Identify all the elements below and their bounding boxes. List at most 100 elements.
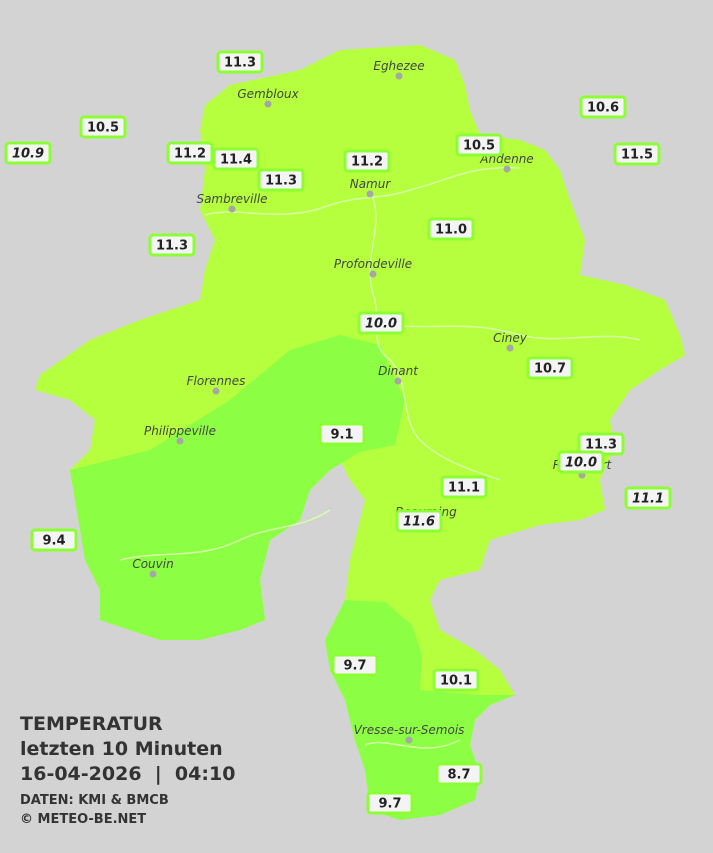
station-value: 11.5 [621, 148, 653, 163]
station: 9.7 [366, 791, 414, 815]
subtitle: letzten 10 Minuten [20, 738, 223, 760]
city-name: Namur [350, 177, 392, 191]
city-name: Couvin [132, 557, 173, 571]
city-name: Dinant [378, 364, 419, 378]
station-box [148, 233, 196, 257]
station-value: 10.7 [534, 362, 566, 377]
station-box [613, 142, 661, 166]
station-value: 10.1 [440, 674, 472, 689]
datetime: 16-04-2026 | 04:10 [20, 763, 235, 785]
stations: 11.3 10.5 10.9 11.2 11.4 11.3 11.2 10.5 10.6 11.5… [4, 50, 672, 815]
copyright: © METEO-BE.NET [20, 812, 146, 827]
station-box [79, 115, 127, 139]
station-box [440, 475, 488, 499]
station: 10.5 [79, 115, 127, 139]
city-dot [176, 437, 184, 445]
station: 11.3 [216, 50, 264, 74]
station: 11.1 [440, 475, 488, 499]
station-value: 11.4 [220, 153, 252, 168]
station: 10.6 [579, 95, 627, 119]
river [369, 194, 501, 481]
station: 11.3 [148, 233, 196, 257]
station-value: 9.4 [42, 534, 65, 549]
city-dot [503, 165, 511, 173]
city-name: Eghezee [373, 59, 424, 73]
station: 11.0 [427, 217, 475, 241]
river [389, 324, 641, 341]
city-dot [369, 270, 377, 278]
city-dot [394, 377, 402, 385]
station: 10.1 [432, 668, 480, 692]
station-value: 10.0 [565, 456, 597, 471]
station-box [366, 791, 414, 815]
station-value: 11.3 [156, 239, 188, 254]
station-value: 9.7 [378, 797, 401, 812]
city-dot [366, 190, 374, 198]
station-box [4, 141, 52, 165]
station-box [357, 311, 405, 335]
river [204, 166, 521, 216]
city-dot [228, 205, 236, 213]
city-dot [405, 736, 413, 744]
station: 10.0 [557, 450, 605, 474]
station-value: 11.6 [403, 515, 435, 530]
station-box [30, 528, 78, 552]
station-box [579, 95, 627, 119]
river [364, 739, 461, 749]
station-box [427, 217, 475, 241]
station: 10.9 [4, 141, 52, 165]
city-name: Vresse-sur-Semois [354, 723, 465, 737]
legend-text: TEMPERATUR letzten 10 Minuten 16-04-2026… [20, 713, 235, 827]
station-value: 9.1 [330, 428, 353, 443]
station: 11.3 [257, 168, 305, 192]
station: 11.3 [577, 432, 625, 456]
station-value: 10.5 [87, 121, 119, 136]
station: 10.7 [526, 356, 574, 380]
station: 11.4 [212, 147, 260, 171]
station-value: 11.2 [174, 147, 206, 162]
city-dot [395, 72, 403, 80]
station-box [526, 356, 574, 380]
station-value: 11.2 [351, 155, 383, 170]
station: 11.2 [166, 141, 214, 165]
station: 11.2 [343, 149, 391, 173]
station: 11.6 [395, 509, 443, 533]
station: 10.0 [357, 311, 405, 335]
station-box [331, 653, 379, 677]
station-box [166, 141, 214, 165]
station-value: 11.3 [265, 174, 297, 189]
city-name: Gembloux [237, 87, 299, 101]
station-box [343, 149, 391, 173]
station-value: 11.3 [585, 438, 617, 453]
station-box [212, 147, 260, 171]
station-value: 11.1 [632, 492, 664, 507]
city-dot [506, 344, 514, 352]
station-box [395, 509, 443, 533]
city-dot [264, 100, 272, 108]
station-value: 10.0 [365, 317, 397, 332]
station-box [257, 168, 305, 192]
station-value: 11.0 [435, 223, 467, 238]
station-box [557, 450, 605, 474]
station: 9.1 [318, 422, 366, 446]
station-value: 8.7 [447, 768, 470, 783]
station-box [216, 50, 264, 74]
station-box [318, 422, 366, 446]
station-value: 10.5 [463, 139, 495, 154]
station-value: 11.3 [224, 56, 256, 71]
warm-zone [70, 335, 405, 640]
station-box [455, 133, 503, 157]
station: 11.1 [624, 486, 672, 510]
station-value: 10.6 [587, 101, 619, 116]
title: TEMPERATUR [20, 713, 163, 735]
city-name: Sambreville [196, 192, 267, 206]
city-name: Profondeville [334, 257, 412, 271]
city-name: Florennes [187, 374, 246, 388]
station-box [624, 486, 672, 510]
station: 11.5 [613, 142, 661, 166]
station: 10.5 [455, 133, 503, 157]
city-dot [212, 387, 220, 395]
station: 8.7 [435, 762, 483, 786]
city-name: Philippeville [144, 424, 216, 438]
